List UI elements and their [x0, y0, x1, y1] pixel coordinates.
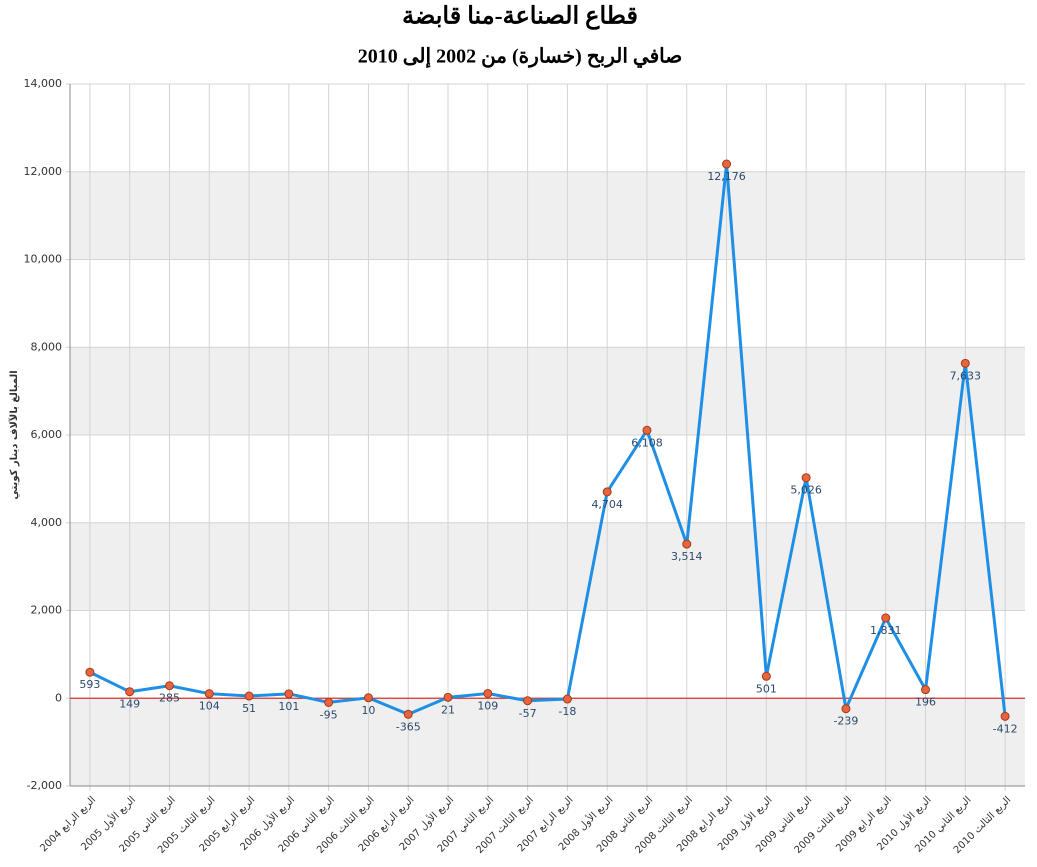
data-label: 4,704	[591, 498, 623, 511]
data-point	[1000, 711, 1010, 721]
data-point	[363, 693, 373, 703]
data-point	[284, 689, 294, 699]
data-point	[841, 704, 851, 714]
y-tick-label: 2,000	[31, 604, 63, 617]
grid-band	[70, 698, 1025, 786]
data-point	[523, 696, 533, 706]
chart-subtitle: صافي الربح (خسارة) من 2002 إلى 2010	[358, 46, 683, 69]
data-label: 1,831	[870, 624, 902, 637]
data-point	[324, 697, 334, 707]
data-label: 7,633	[950, 369, 982, 382]
data-point	[921, 685, 931, 695]
data-point	[403, 709, 413, 719]
data-point	[125, 687, 135, 697]
y-tick-label: -2,000	[27, 779, 62, 792]
data-label: 21	[441, 703, 455, 716]
data-point	[881, 613, 891, 623]
data-label: -239	[833, 715, 858, 728]
data-line	[89, 162, 1007, 717]
data-label: -95	[320, 708, 338, 721]
data-label: 12,176	[707, 170, 746, 183]
y-tick-label: 14,000	[24, 77, 63, 90]
data-label: -18	[558, 705, 576, 718]
data-point	[722, 159, 732, 169]
data-point	[682, 539, 692, 549]
data-point	[602, 487, 612, 497]
data-point	[562, 694, 572, 704]
data-point	[244, 691, 254, 701]
data-point	[761, 671, 771, 681]
data-label: 109	[477, 699, 498, 712]
y-tick-label: 4,000	[31, 516, 63, 529]
y-tick-label: 6,000	[31, 428, 63, 441]
data-point	[642, 425, 652, 435]
grid-band	[70, 347, 1025, 435]
data-point	[801, 473, 811, 483]
y-tick-label: 12,000	[24, 165, 63, 178]
data-label: 196	[915, 696, 936, 709]
grid-band	[70, 171, 1025, 260]
data-label: 149	[119, 698, 140, 711]
data-point	[483, 688, 493, 698]
data-label: 10	[361, 704, 375, 717]
data-label: 5,026	[790, 484, 822, 497]
data-point	[443, 692, 453, 702]
y-tick-label: 8,000	[31, 340, 63, 353]
data-label: -412	[993, 722, 1018, 735]
data-label: 104	[199, 700, 220, 713]
y-tick-label: 10,000	[24, 253, 63, 266]
data-point	[960, 358, 970, 368]
data-label: -365	[396, 720, 421, 733]
data-label: 6,108	[631, 436, 663, 449]
data-label: 101	[278, 700, 299, 713]
data-point	[85, 667, 95, 677]
y-tick-label: 0	[55, 691, 62, 704]
data-point	[164, 681, 174, 691]
data-label: 3,514	[671, 550, 703, 563]
data-label: 593	[79, 678, 100, 691]
data-label: 501	[756, 682, 777, 695]
data-label: 51	[242, 702, 256, 715]
y-axis-label: المبالغ بالآلاف دينار كويتي	[8, 370, 20, 499]
chart-title: قطاع الصناعة-منا قابضة	[402, 4, 638, 31]
grid-band	[70, 522, 1025, 611]
data-label: 285	[159, 692, 180, 705]
data-point	[204, 689, 214, 699]
data-label: -57	[519, 707, 537, 720]
